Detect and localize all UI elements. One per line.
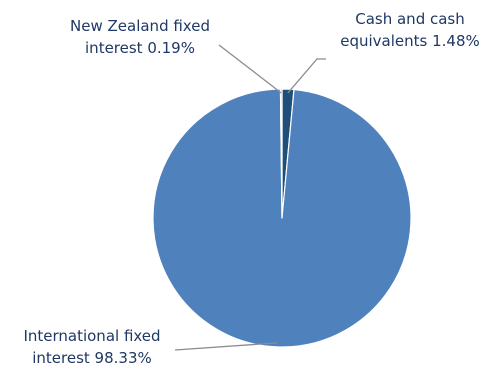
leader-line-cash-and-cash-equivalents (287, 58, 326, 94)
data-label-cash-and-cash-equivalents: Cash and cash equivalents 1.48% (340, 10, 480, 50)
pie-slice-new-zealand-fixed-interest (279, 88, 283, 219)
leader-line-international-fixed-interest (174, 342, 277, 351)
pie-slices (152, 88, 412, 348)
data-label-international-fixed-interest: International fixed interest 98.33% (23, 327, 161, 367)
data-label-new-zealand-fixed-interest: New Zealand fixed interest 0.19% (70, 17, 210, 57)
leader-lines (174, 44, 326, 351)
leader-line-new-zealand-fixed-interest (218, 44, 282, 94)
